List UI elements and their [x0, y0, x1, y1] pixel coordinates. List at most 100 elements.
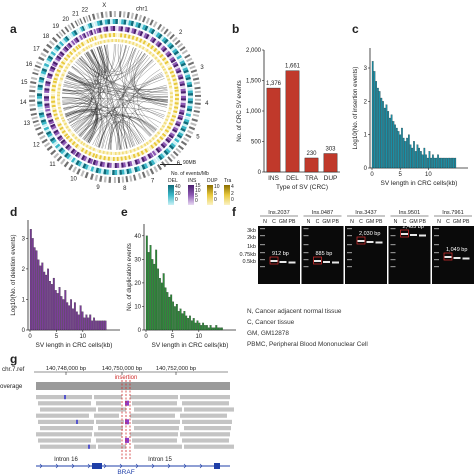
density-track-bin — [169, 92, 173, 95]
density-track-bin — [145, 48, 149, 53]
translocation-link — [134, 53, 168, 103]
density-track-bin — [77, 138, 81, 143]
lane-label: PB — [332, 219, 339, 225]
density-track-bin — [157, 60, 162, 65]
density-track-bin — [173, 63, 179, 68]
read-alignment — [96, 419, 124, 424]
density-track-bin — [110, 151, 113, 155]
density-track-bin — [178, 114, 184, 119]
density-track-bin — [41, 121, 47, 126]
bar-value-label: 230 — [306, 151, 317, 157]
band-size-label: 2,485 bp — [403, 224, 424, 230]
band-size-label: 1,049 bp — [446, 247, 467, 253]
density-track-bin — [86, 39, 90, 44]
legend-ins-label: INS — [188, 178, 197, 184]
density-track-bin — [186, 81, 192, 86]
histogram-bar — [213, 327, 216, 331]
histogram-bar — [35, 250, 38, 331]
translocation-link — [68, 71, 93, 124]
chromosome-label: 19 — [52, 24, 59, 30]
lane-label: C — [359, 219, 363, 225]
histogram-bar — [147, 252, 150, 331]
density-track-bin — [38, 109, 44, 114]
density-track-bin — [173, 82, 178, 86]
read-alignment — [180, 413, 227, 418]
ladder-band — [390, 235, 396, 237]
density-track-bin — [114, 151, 117, 155]
density-track-bin — [167, 111, 171, 115]
density-track-bin — [63, 133, 69, 138]
density-track-bin — [131, 41, 135, 46]
density-track-bin — [38, 112, 45, 116]
density-track-bin — [100, 27, 104, 33]
density-track-bin — [78, 153, 84, 160]
density-track-bin — [175, 135, 181, 141]
histogram-bar — [66, 302, 69, 331]
density-track-bin — [128, 168, 132, 174]
density-track-bin — [161, 65, 165, 69]
density-track-bin — [116, 169, 120, 175]
translocation-link — [63, 84, 168, 102]
histogram-bar — [389, 117, 391, 169]
lane-label: C — [403, 219, 407, 225]
ideogram-band — [122, 11, 126, 18]
dna-band — [453, 257, 461, 259]
ladder-band — [434, 235, 439, 237]
density-track-bin — [169, 97, 173, 101]
density-track-bin — [71, 141, 76, 146]
density-track-bin — [175, 120, 182, 125]
ladder-band — [347, 235, 352, 237]
lane-label: N — [437, 219, 441, 225]
density-track-bin — [58, 124, 63, 129]
density-track-bin — [168, 68, 174, 73]
density-track-bin — [66, 145, 72, 151]
density-track-bin — [86, 150, 90, 156]
density-track-bin — [180, 102, 186, 106]
translocation-link — [97, 121, 138, 148]
histogram-bar — [189, 315, 191, 331]
density-track-bin — [119, 39, 122, 43]
chromosome-label: 3 — [200, 65, 204, 71]
histogram-deletion: 0 1 2 3 0 5 10 SV length in CRC cells(kb) Log10(… — [10, 220, 120, 349]
density-track-bin — [112, 26, 116, 32]
density-track-bin — [175, 69, 182, 74]
translocation-link — [67, 72, 168, 91]
density-track-bin — [121, 162, 124, 168]
histogram-bar — [179, 308, 182, 331]
density-track-bin — [155, 147, 161, 154]
density-track-bin — [88, 151, 92, 156]
read-alignment — [38, 401, 91, 406]
density-track-bin — [89, 22, 93, 29]
bar-value-label: 303 — [325, 147, 336, 153]
density-track-bin — [125, 19, 130, 26]
density-track-bin — [44, 128, 51, 134]
density-track-bin — [163, 69, 167, 73]
density-track-bin — [80, 154, 86, 161]
density-track-bin — [171, 114, 177, 119]
ideogram-band — [175, 147, 182, 154]
density-track-bin — [170, 58, 177, 64]
y-tick-label: 0 — [22, 328, 26, 334]
density-track-bin — [126, 27, 131, 33]
density-track-bin — [118, 26, 121, 32]
density-track-bin — [94, 153, 98, 159]
density-track-bin — [58, 81, 62, 85]
ideogram-band — [170, 153, 176, 160]
density-track-bin — [49, 136, 56, 142]
density-track-bin — [44, 100, 50, 104]
ideogram-band — [194, 94, 201, 97]
density-track-bin — [179, 80, 185, 85]
translocation-link — [69, 60, 95, 124]
density-track-bin — [70, 132, 74, 136]
ideogram-band — [68, 164, 74, 171]
density-track-bin — [60, 116, 65, 120]
density-track-bin — [141, 144, 145, 148]
density-track-bin — [50, 65, 56, 71]
density-track-bin — [174, 122, 181, 127]
density-track-bin — [157, 42, 163, 48]
density-track-bin — [179, 83, 186, 87]
histogram-bar — [447, 157, 450, 169]
exon-block — [214, 463, 220, 469]
ideogram-band — [138, 14, 143, 22]
gel-legend-n: N, Cancer adjacent normal tissue — [247, 308, 342, 315]
